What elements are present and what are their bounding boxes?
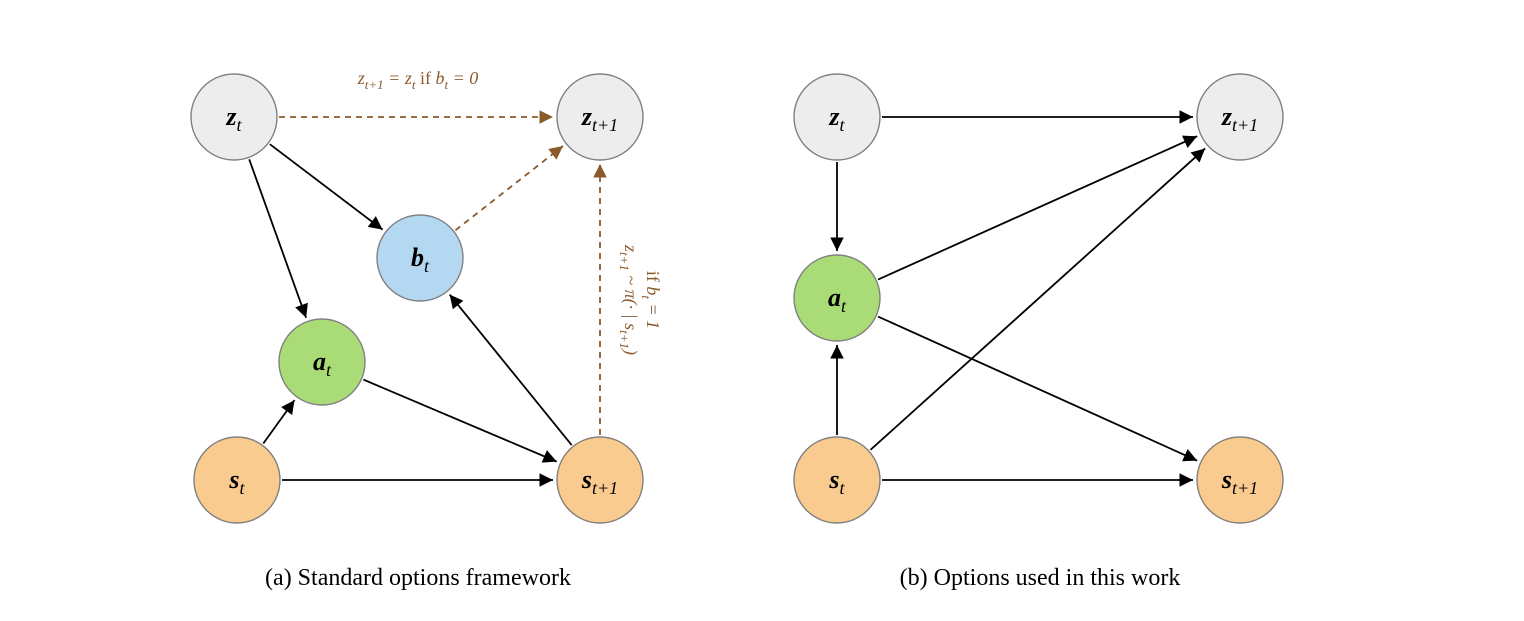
edge-st-at (263, 400, 294, 443)
edge-zt-bt (270, 144, 383, 229)
edge-zt-at (249, 159, 306, 317)
panel-caption-b: (b) Options used in this work (900, 565, 1181, 591)
svg-text:zt+1 ~ π(· | st+1): zt+1 ~ π(· | st+1) (617, 244, 641, 355)
panel-caption-a: (a) Standard options framework (265, 565, 571, 591)
edge-stp-bt (450, 295, 572, 446)
edge-at-stp (878, 317, 1197, 461)
edge-at-ztp (878, 136, 1197, 279)
svg-text:if bt = 1: if bt = 1 (639, 271, 663, 329)
diagram-svg: ztzt+1btatstst+1ztzt+1atstst+1 zt+1 = zt… (0, 0, 1524, 621)
edge-st-ztp (870, 148, 1205, 449)
edge-annotation: zt+1 = zt if bt = 0 (357, 68, 478, 92)
edge-dashed-bt-ztp (455, 146, 563, 230)
edge-annotation-vertical: zt+1 ~ π(· | st+1)if bt = 1 (617, 244, 663, 355)
diagram-root: ztzt+1btatstst+1ztzt+1atstst+1 zt+1 = zt… (0, 0, 1524, 621)
